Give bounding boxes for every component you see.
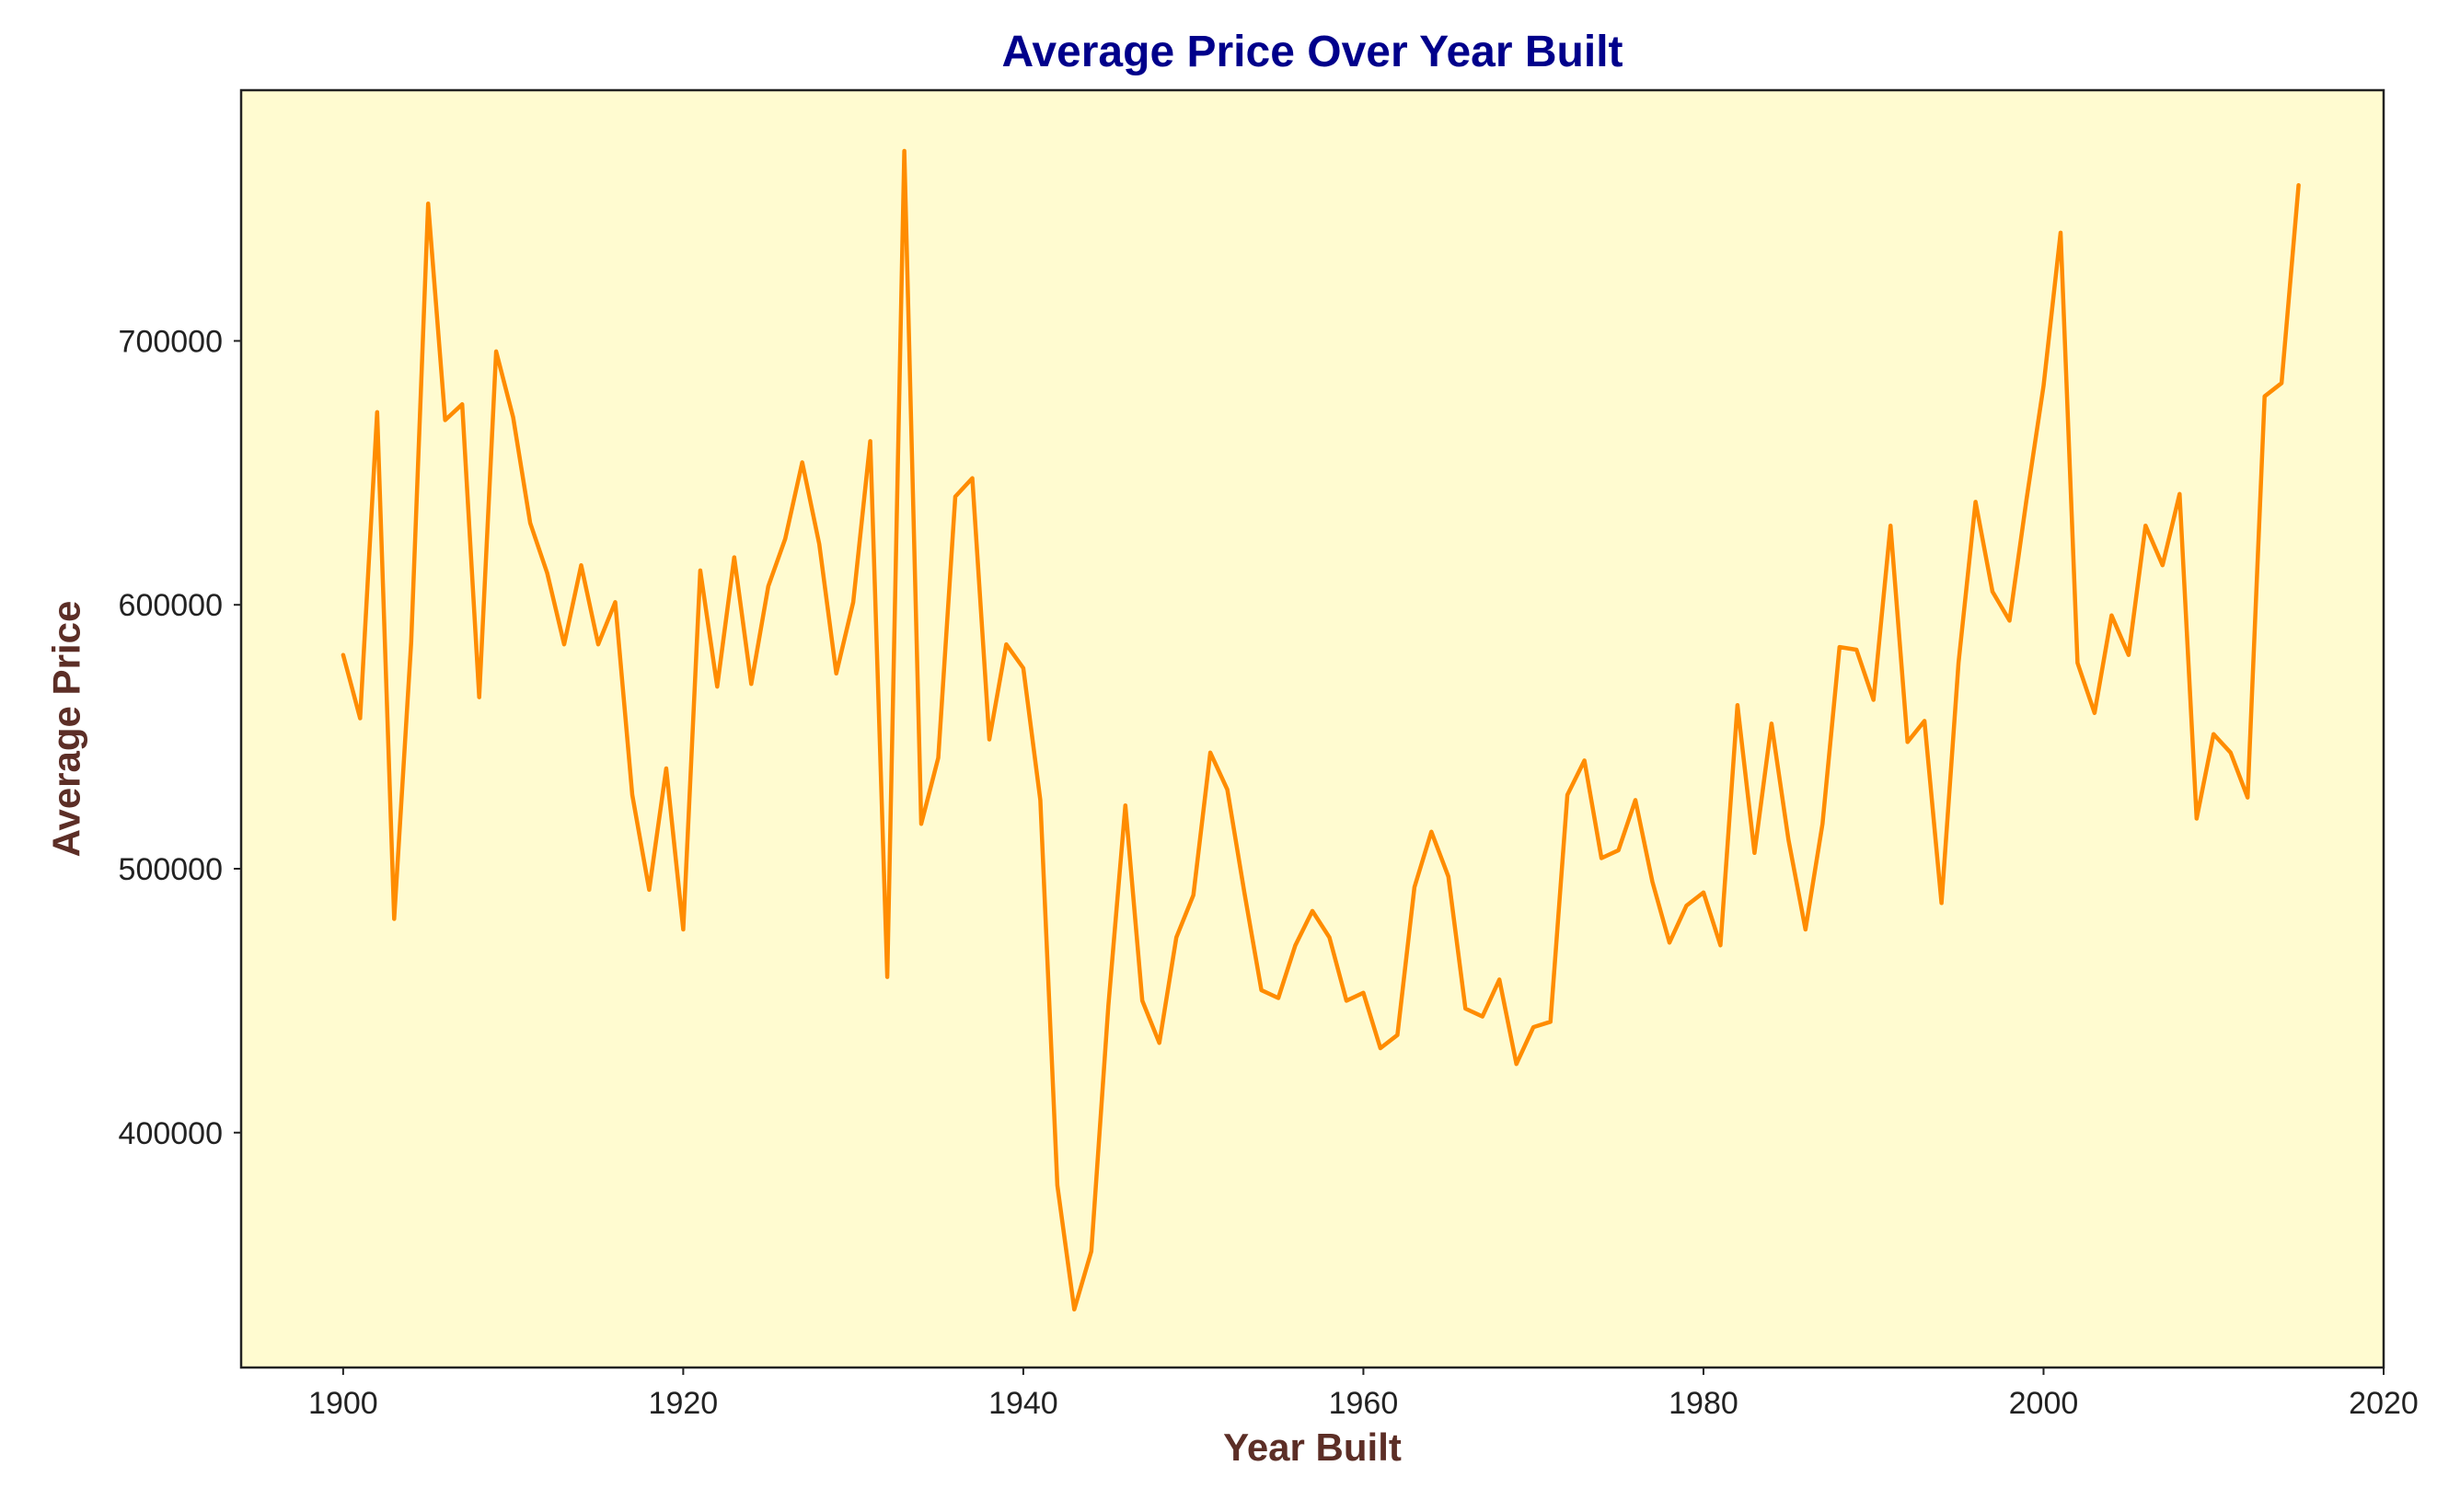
x-tick-label: 1900 <box>308 1386 378 1421</box>
plot-area-background <box>241 90 2384 1368</box>
plot-frame <box>239 88 2385 1369</box>
y-tick-label: 400000 <box>119 1116 223 1151</box>
series-layer <box>341 148 2301 1312</box>
y-tick-label: 700000 <box>119 324 223 359</box>
x-tick-label: 1940 <box>988 1386 1058 1421</box>
x-tick-label: 2020 <box>2349 1386 2419 1421</box>
x-tick-label: 1960 <box>1329 1386 1399 1421</box>
x-axis: 1900 1920 1940 1960 1980 2000 2020 <box>308 1368 2419 1421</box>
series-line <box>341 148 2301 1312</box>
y-axis: 400000 500000 600000 700000 <box>119 324 241 1151</box>
x-tick-label: 1920 <box>649 1386 719 1421</box>
x-axis-label: Year Built <box>1223 1425 1402 1469</box>
y-axis-label: Average Price <box>45 601 88 858</box>
x-tick-label: 1980 <box>1669 1386 1738 1421</box>
chart-title: Average Price Over Year Built <box>1001 28 1623 76</box>
y-tick-label: 500000 <box>119 852 223 887</box>
x-tick-label: 2000 <box>2009 1386 2079 1421</box>
y-tick-label: 600000 <box>119 588 223 623</box>
